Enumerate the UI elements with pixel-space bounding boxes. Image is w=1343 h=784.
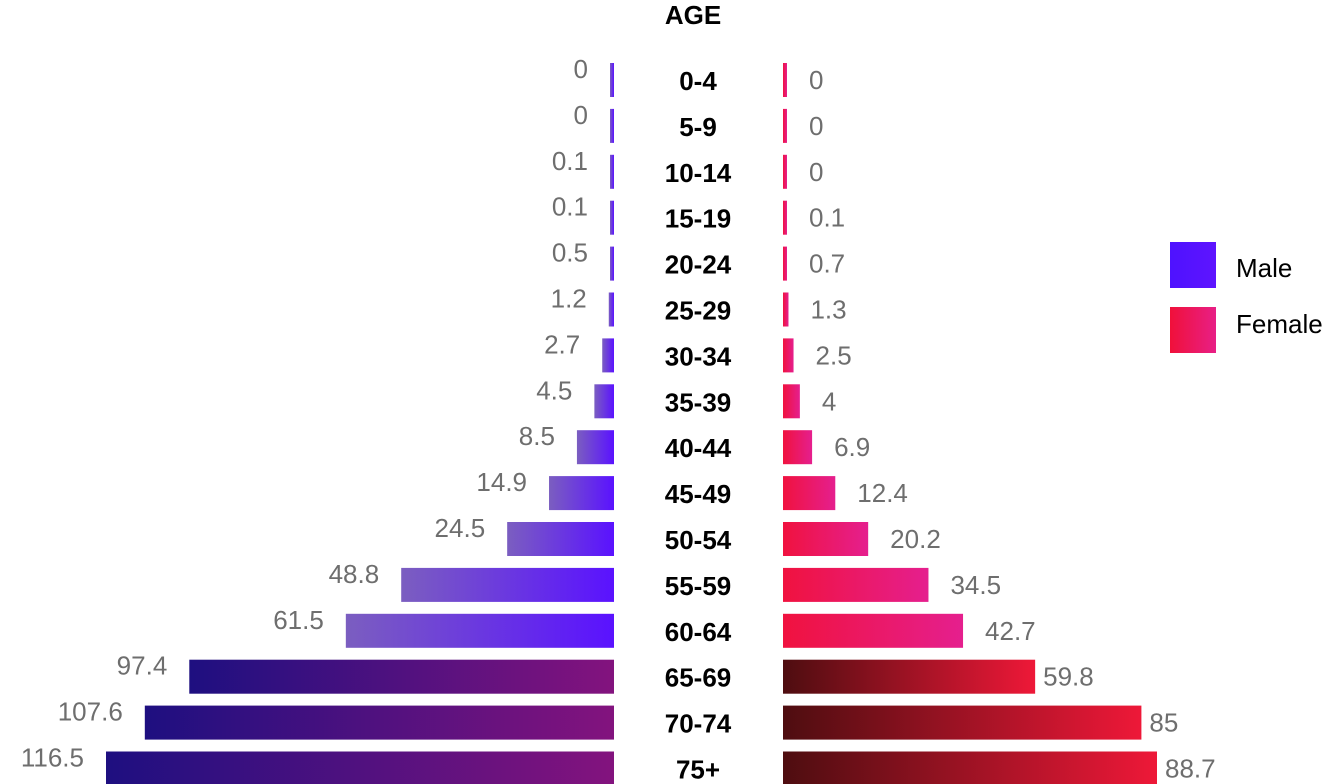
age-label-75plus: 75+ [676, 755, 720, 784]
age-label-15-19: 15-19 [665, 204, 732, 234]
age-label-45-49: 45-49 [665, 479, 732, 509]
female-bar-65-69 [783, 659, 1036, 694]
male-bar-40-44 [576, 430, 614, 465]
female-bar-60-64 [783, 613, 964, 648]
male-bar-10-14 [610, 154, 614, 189]
male-value-25-29: 1.2 [551, 284, 587, 314]
female-value-30-34: 2.5 [816, 340, 852, 370]
male-value-35-39: 4.5 [536, 375, 572, 405]
female-bar-45-49 [783, 476, 836, 511]
male-bar-60-64 [345, 613, 614, 648]
male-bar-75plus [106, 751, 614, 784]
female-value-65-69: 59.8 [1043, 662, 1094, 692]
male-value-15-19: 0.1 [552, 192, 588, 222]
male-value-55-59: 48.8 [329, 559, 380, 589]
value-labels-group: 0 0 0 0 0.1 0 0.1 0.1 0.5 0.7 1.2 1.3 2.7 2.5 4.5 4 8.5 6… [21, 54, 1216, 784]
male-value-30-34: 2.7 [544, 329, 580, 359]
male-bar-70-74 [144, 705, 614, 740]
female-bar-55-59 [783, 567, 929, 602]
age-label-10-14: 10-14 [665, 158, 732, 188]
age-label-70-74: 70-74 [665, 709, 732, 739]
male-bar-30-34 [602, 338, 614, 373]
female-value-40-44: 6.9 [834, 432, 870, 462]
female-value-45-49: 12.4 [857, 478, 908, 508]
male-value-5-9: 0 [574, 100, 588, 130]
female-value-75plus: 88.7 [1165, 754, 1216, 784]
age-label-0-4: 0-4 [679, 66, 717, 96]
female-bar-0-4 [783, 63, 787, 97]
age-labels-group: 0-4 5-9 10-14 15-19 20-24 25-29 30-34 35-39 40-4… [665, 66, 732, 784]
age-label-30-34: 30-34 [665, 341, 732, 371]
legend-label-male: Male [1236, 253, 1292, 283]
female-bar-5-9 [783, 108, 787, 143]
age-label-5-9: 5-9 [679, 112, 717, 142]
male-value-0-4: 0 [574, 54, 588, 84]
male-bar-25-29 [608, 292, 614, 327]
female-bar-25-29 [783, 292, 789, 327]
age-label-60-64: 60-64 [665, 617, 732, 647]
male-bar-0-4 [610, 63, 614, 97]
male-value-40-44: 8.5 [519, 421, 555, 451]
female-value-10-14: 0 [809, 157, 823, 187]
female-value-0-4: 0 [809, 65, 823, 95]
male-bar-50-54 [507, 522, 614, 556]
female-bar-75plus [783, 751, 1157, 784]
male-value-50-54: 24.5 [435, 513, 486, 543]
female-bar-30-34 [783, 338, 794, 373]
female-bar-20-24 [783, 246, 787, 281]
age-label-20-24: 20-24 [665, 250, 732, 280]
female-value-60-64: 42.7 [985, 616, 1036, 646]
male-value-70-74: 107.6 [58, 697, 123, 727]
male-value-65-69: 97.4 [117, 651, 168, 681]
female-bar-40-44 [783, 430, 813, 465]
male-value-20-24: 0.5 [552, 238, 588, 268]
male-bar-15-19 [610, 200, 614, 235]
chart-title: AGE [665, 0, 721, 30]
male-bar-65-69 [189, 659, 615, 694]
male-value-60-64: 61.5 [273, 605, 324, 635]
legend-swatch-male [1170, 242, 1216, 288]
female-value-50-54: 20.2 [890, 524, 941, 554]
legend-swatch-female [1170, 307, 1216, 353]
male-bar-55-59 [401, 567, 614, 602]
female-value-15-19: 0.1 [809, 203, 845, 233]
female-value-25-29: 1.3 [810, 295, 846, 325]
female-value-20-24: 0.7 [809, 249, 845, 279]
female-value-5-9: 0 [809, 111, 823, 141]
male-value-10-14: 0.1 [552, 146, 588, 176]
male-value-75plus: 116.5 [21, 743, 84, 773]
age-label-40-44: 40-44 [665, 433, 732, 463]
age-label-65-69: 65-69 [665, 663, 732, 693]
age-label-50-54: 50-54 [665, 525, 732, 555]
age-label-25-29: 25-29 [665, 296, 732, 326]
female-bar-35-39 [783, 384, 800, 419]
male-bar-45-49 [549, 476, 614, 511]
age-label-55-59: 55-59 [665, 571, 732, 601]
female-bar-10-14 [783, 154, 787, 189]
bars-group [106, 63, 1157, 784]
female-bar-15-19 [783, 200, 787, 235]
female-bar-70-74 [783, 705, 1142, 740]
female-value-35-39: 4 [822, 386, 836, 416]
age-label-35-39: 35-39 [665, 387, 732, 417]
female-bar-50-54 [783, 522, 869, 556]
female-value-70-74: 85 [1149, 708, 1178, 738]
female-value-55-59: 34.5 [950, 570, 1001, 600]
male-bar-35-39 [594, 384, 614, 419]
legend-label-female: Female [1236, 309, 1323, 339]
legend: Male Female [1170, 242, 1323, 353]
male-bar-20-24 [610, 246, 614, 281]
male-bar-5-9 [610, 108, 614, 143]
male-value-45-49: 14.9 [476, 467, 527, 497]
